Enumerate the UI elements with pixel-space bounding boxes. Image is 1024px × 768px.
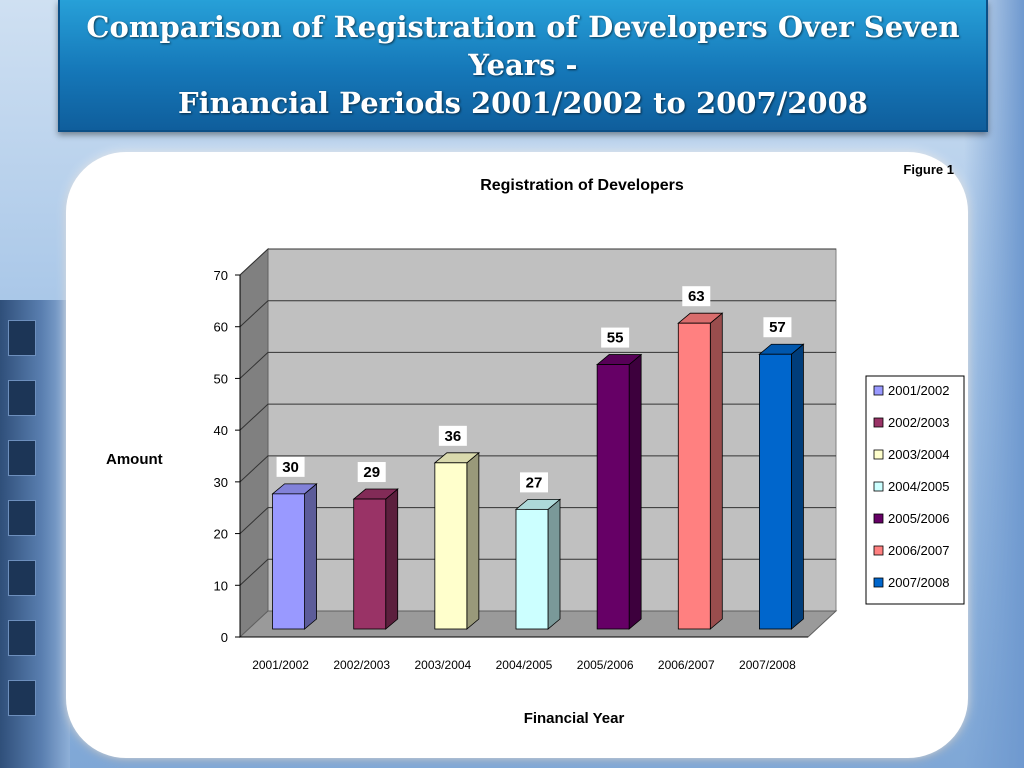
data-label: 55 bbox=[607, 330, 624, 347]
slide-title-line-3: Financial Periods 2001/2002 to 2007/2008 bbox=[178, 86, 868, 120]
bar bbox=[759, 353, 792, 630]
data-label-box bbox=[276, 456, 305, 477]
y-gridline bbox=[239, 300, 836, 328]
y-gridline bbox=[239, 507, 836, 534]
data-label: 36 bbox=[445, 428, 462, 445]
data-label-box bbox=[682, 286, 711, 307]
data-label-box bbox=[438, 425, 467, 446]
data-label: 57 bbox=[769, 319, 786, 336]
y-tick-label: 30 bbox=[214, 475, 228, 490]
y-gridline bbox=[239, 558, 836, 586]
bar bbox=[434, 462, 468, 630]
data-label-box bbox=[601, 327, 630, 348]
x-axis-label: Financial Year bbox=[524, 710, 625, 727]
data-label: 63 bbox=[688, 288, 705, 305]
legend-label: 2003/2004 bbox=[888, 447, 949, 462]
legend-label: 2007/2008 bbox=[888, 575, 949, 590]
legend-swatch bbox=[873, 577, 884, 588]
x-tick-label: 2005/2006 bbox=[577, 658, 634, 672]
y-tick-label: 20 bbox=[214, 527, 228, 542]
legend-swatch bbox=[873, 385, 884, 396]
bar-side bbox=[547, 498, 561, 630]
data-label-box bbox=[763, 317, 792, 338]
y-tick-label: 10 bbox=[214, 578, 228, 593]
y-tick-label: 70 bbox=[214, 268, 228, 283]
x-tick-label: 2002/2003 bbox=[333, 658, 390, 672]
data-label-box bbox=[520, 472, 548, 493]
legend-swatch bbox=[873, 417, 884, 428]
legend-swatch bbox=[873, 449, 884, 460]
legend-label: 2005/2006 bbox=[888, 511, 949, 526]
chart-title: Registration of Developers bbox=[480, 177, 684, 194]
slide-title-line-1: Comparison of Registration of Developers… bbox=[86, 10, 960, 44]
data-label-box bbox=[357, 462, 386, 483]
x-tick-label: 2004/2005 bbox=[496, 658, 553, 672]
y-tick-label: 60 bbox=[214, 320, 228, 335]
background-building bbox=[0, 300, 70, 768]
bar bbox=[272, 493, 305, 630]
legend-swatch bbox=[873, 481, 884, 492]
y-gridline bbox=[239, 403, 836, 431]
legend-label: 2006/2007 bbox=[888, 543, 949, 558]
data-label: 27 bbox=[526, 474, 543, 491]
data-label: 30 bbox=[282, 459, 299, 476]
y-gridline bbox=[239, 351, 836, 379]
y-tick-label: 0 bbox=[221, 630, 228, 645]
x-tick-label: 2006/2007 bbox=[658, 658, 715, 672]
bar bbox=[353, 498, 387, 630]
bar-side bbox=[304, 483, 317, 630]
x-tick-label: 2007/2008 bbox=[739, 658, 796, 672]
legend-label: 2002/2003 bbox=[888, 415, 949, 430]
y-tick-label: 50 bbox=[214, 371, 228, 386]
bar-side bbox=[709, 312, 723, 630]
figure-label: Figure 1 bbox=[903, 162, 954, 177]
y-axis-label: Amount bbox=[106, 451, 163, 468]
bar-side bbox=[466, 451, 480, 630]
data-label: 29 bbox=[363, 464, 380, 481]
bar bbox=[677, 322, 711, 630]
bar-side bbox=[628, 353, 642, 630]
y-gridline bbox=[239, 248, 836, 276]
bar-side bbox=[791, 343, 804, 630]
legend-swatch bbox=[873, 545, 884, 556]
chart-side-wall bbox=[239, 247, 269, 639]
x-tick-label: 2001/2002 bbox=[252, 658, 309, 672]
slide-title: Comparison of Registration of Developers… bbox=[58, 0, 988, 132]
legend-label: 2001/2002 bbox=[888, 383, 949, 398]
x-tick-label: 2003/2004 bbox=[414, 658, 471, 672]
bar bbox=[596, 364, 630, 630]
legend-label: 2004/2005 bbox=[888, 479, 949, 494]
slide-title-line-2: Years - bbox=[468, 48, 578, 82]
y-tick-label: 40 bbox=[214, 423, 228, 438]
bar bbox=[515, 508, 549, 630]
bar-side bbox=[385, 488, 399, 630]
y-gridline bbox=[239, 455, 836, 483]
legend-swatch bbox=[873, 513, 884, 524]
